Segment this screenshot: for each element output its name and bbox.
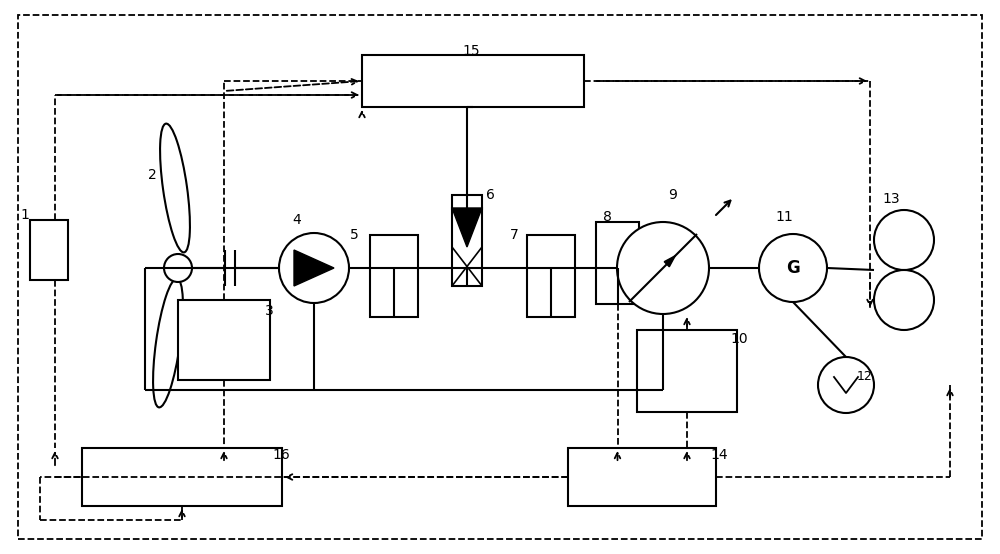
Text: 14: 14: [710, 448, 728, 462]
Bar: [178, 300, 270, 380]
Text: G: G: [786, 259, 800, 277]
Text: 5: 5: [350, 228, 359, 242]
Text: 3: 3: [265, 304, 274, 318]
Text: 1: 1: [20, 208, 29, 222]
Text: 7: 7: [510, 228, 519, 242]
Polygon shape: [664, 256, 675, 267]
Text: 4: 4: [292, 213, 301, 227]
Circle shape: [759, 234, 827, 302]
Polygon shape: [294, 250, 334, 286]
Circle shape: [874, 270, 934, 330]
Bar: [596, 222, 639, 304]
Polygon shape: [452, 208, 482, 247]
Bar: [568, 448, 716, 506]
Text: 11: 11: [775, 210, 793, 224]
Ellipse shape: [153, 279, 183, 407]
Text: 16: 16: [272, 448, 290, 462]
Ellipse shape: [160, 124, 190, 253]
Bar: [362, 55, 584, 107]
Bar: [370, 235, 418, 317]
Text: 9: 9: [668, 188, 677, 202]
Text: 13: 13: [882, 192, 900, 206]
Bar: [452, 195, 482, 209]
Circle shape: [874, 210, 934, 270]
Circle shape: [617, 222, 709, 314]
Text: 8: 8: [603, 210, 612, 224]
Bar: [637, 330, 737, 412]
Text: 2: 2: [148, 168, 157, 182]
Bar: [452, 208, 482, 286]
Text: 12: 12: [857, 370, 873, 383]
Circle shape: [279, 233, 349, 303]
Bar: [82, 448, 282, 506]
Circle shape: [818, 357, 874, 413]
Text: 10: 10: [730, 332, 748, 346]
Circle shape: [164, 254, 192, 282]
Text: 6: 6: [486, 188, 495, 202]
Text: 15: 15: [462, 44, 480, 58]
Bar: [527, 235, 575, 317]
Bar: [30, 220, 68, 280]
